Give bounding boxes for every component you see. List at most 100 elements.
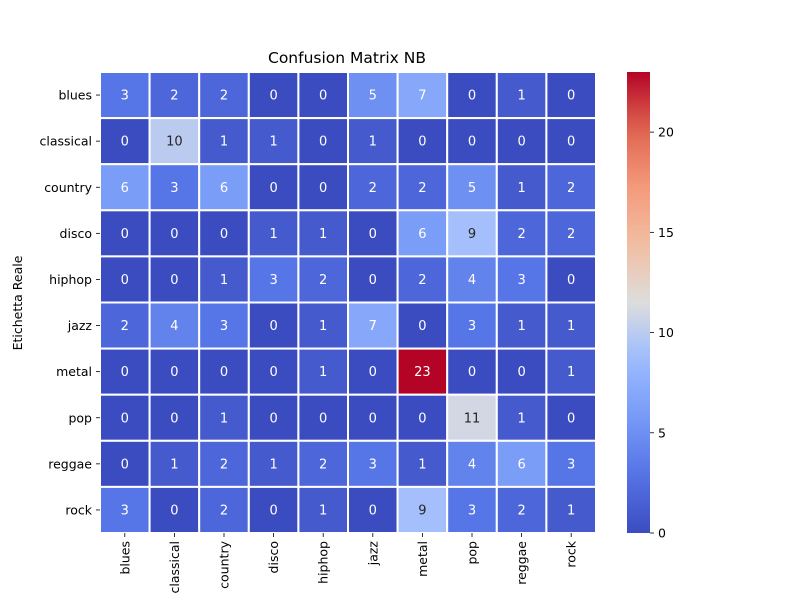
cell-value-label: 2: [319, 457, 327, 472]
heatmap-cell: [297, 255, 349, 304]
cell-value-label: 4: [468, 457, 476, 472]
heatmap-cell: [396, 393, 449, 442]
cell-value-label: 0: [319, 411, 327, 426]
cell-value-label: 2: [418, 273, 426, 288]
heatmap-cell: [545, 255, 598, 304]
cell-value-label: 0: [170, 227, 178, 242]
column-label: reggae: [514, 541, 529, 585]
heatmap-cell: [446, 347, 498, 396]
heatmap-cell: [396, 439, 449, 488]
cell-value-label: 1: [220, 273, 228, 288]
heatmap-cell: [148, 117, 201, 166]
cell-value-label: 1: [319, 365, 327, 380]
column-label: hiphop: [316, 541, 331, 584]
cell-value-label: 1: [269, 457, 277, 472]
cell-value-label: 1: [567, 319, 575, 334]
cell-value-label: 1: [517, 411, 525, 426]
cell-value-label: 0: [567, 89, 575, 104]
heatmap-cell: [297, 439, 349, 488]
cell-value-label: 1: [319, 503, 327, 518]
heatmap-cell: [347, 301, 399, 350]
heatmap-cell: [347, 209, 399, 258]
cell-value-label: 3: [517, 273, 525, 288]
cell-value-label: 0: [517, 365, 525, 380]
colorbar-tick-label: 10: [658, 325, 674, 340]
heatmap-cell: [247, 393, 300, 442]
row-label: blues: [58, 88, 92, 103]
heatmap-cell: [495, 301, 548, 350]
row-label: disco: [60, 226, 92, 241]
cell-value-label: 0: [170, 411, 178, 426]
row-label: country: [44, 180, 92, 195]
heatmap-cell: [396, 209, 449, 258]
cell-value-label: 3: [468, 319, 476, 334]
cell-value-label: 2: [369, 181, 377, 196]
row-label: hiphop: [49, 272, 92, 287]
chart-title: Confusion Matrix NB: [268, 49, 426, 67]
heatmap-cell: [446, 71, 498, 120]
heatmap-cell: [545, 485, 598, 534]
cell-value-label: 0: [369, 273, 377, 288]
heatmap-cell: [545, 393, 598, 442]
heatmap-cell: [347, 71, 399, 120]
column-label: blues: [117, 541, 132, 575]
cell-value-label: 0: [220, 365, 228, 380]
cell-value-label: 0: [517, 135, 525, 150]
cell-value-label: 7: [369, 319, 377, 334]
cell-value-label: 0: [121, 365, 129, 380]
heatmap-cell: [446, 439, 498, 488]
cell-value-label: 0: [369, 411, 377, 426]
cell-value-label: 0: [269, 503, 277, 518]
heatmap-cell: [99, 301, 151, 350]
cell-value-label: 23: [414, 365, 431, 380]
cell-value-label: 0: [369, 227, 377, 242]
cell-value-label: 0: [418, 411, 426, 426]
cell-value-label: 1: [269, 227, 277, 242]
cell-value-label: 0: [468, 135, 476, 150]
heatmap-cell: [198, 301, 250, 350]
heatmap-cell: [148, 393, 201, 442]
cell-value-label: 0: [121, 411, 129, 426]
column-label: rock: [564, 540, 579, 567]
cell-value-label: 6: [220, 181, 228, 196]
cell-value-label: 9: [468, 227, 476, 242]
cell-value-label: 9: [418, 503, 426, 518]
row-label: classical: [39, 134, 92, 149]
heatmap-cell: [148, 163, 201, 212]
cell-value-label: 0: [220, 227, 228, 242]
cell-value-label: 0: [269, 319, 277, 334]
cell-value-label: 5: [369, 89, 377, 104]
cell-value-label: 0: [121, 457, 129, 472]
colorbar-tick-label: 5: [658, 425, 666, 440]
heatmap-cell: [545, 347, 598, 396]
heatmap-cell: [148, 439, 201, 488]
cell-value-label: 0: [418, 319, 426, 334]
cell-value-label: 0: [319, 89, 327, 104]
cell-value-label: 0: [319, 135, 327, 150]
cell-value-label: 3: [170, 181, 178, 196]
cell-value-label: 0: [121, 227, 129, 242]
row-label: reggae: [48, 456, 92, 471]
cell-value-label: 7: [418, 89, 426, 104]
cell-value-label: 6: [121, 181, 129, 196]
cell-value-label: 3: [468, 503, 476, 518]
colorbar: 0 5 10 15 20: [627, 72, 674, 541]
cell-value-label: 0: [567, 273, 575, 288]
cell-value-label: 3: [121, 89, 129, 104]
column-label: disco: [266, 541, 281, 573]
heatmap-cell: [396, 117, 449, 166]
cell-value-label: 2: [567, 181, 575, 196]
cell-value-label: 2: [121, 319, 129, 334]
heatmap-cell: [495, 393, 548, 442]
cell-value-label: 1: [369, 135, 377, 150]
cell-value-label: 0: [121, 273, 129, 288]
heatmap-cell: [347, 485, 399, 534]
column-label: classical: [167, 541, 182, 594]
row-label: rock: [65, 502, 92, 517]
cell-value-label: 10: [166, 135, 183, 150]
cell-value-label: 3: [369, 457, 377, 472]
row-label: metal: [56, 364, 92, 379]
row-labels: blues classical country disco hiphop jazz meta…: [39, 88, 100, 517]
heatmap-cell: [446, 255, 498, 304]
